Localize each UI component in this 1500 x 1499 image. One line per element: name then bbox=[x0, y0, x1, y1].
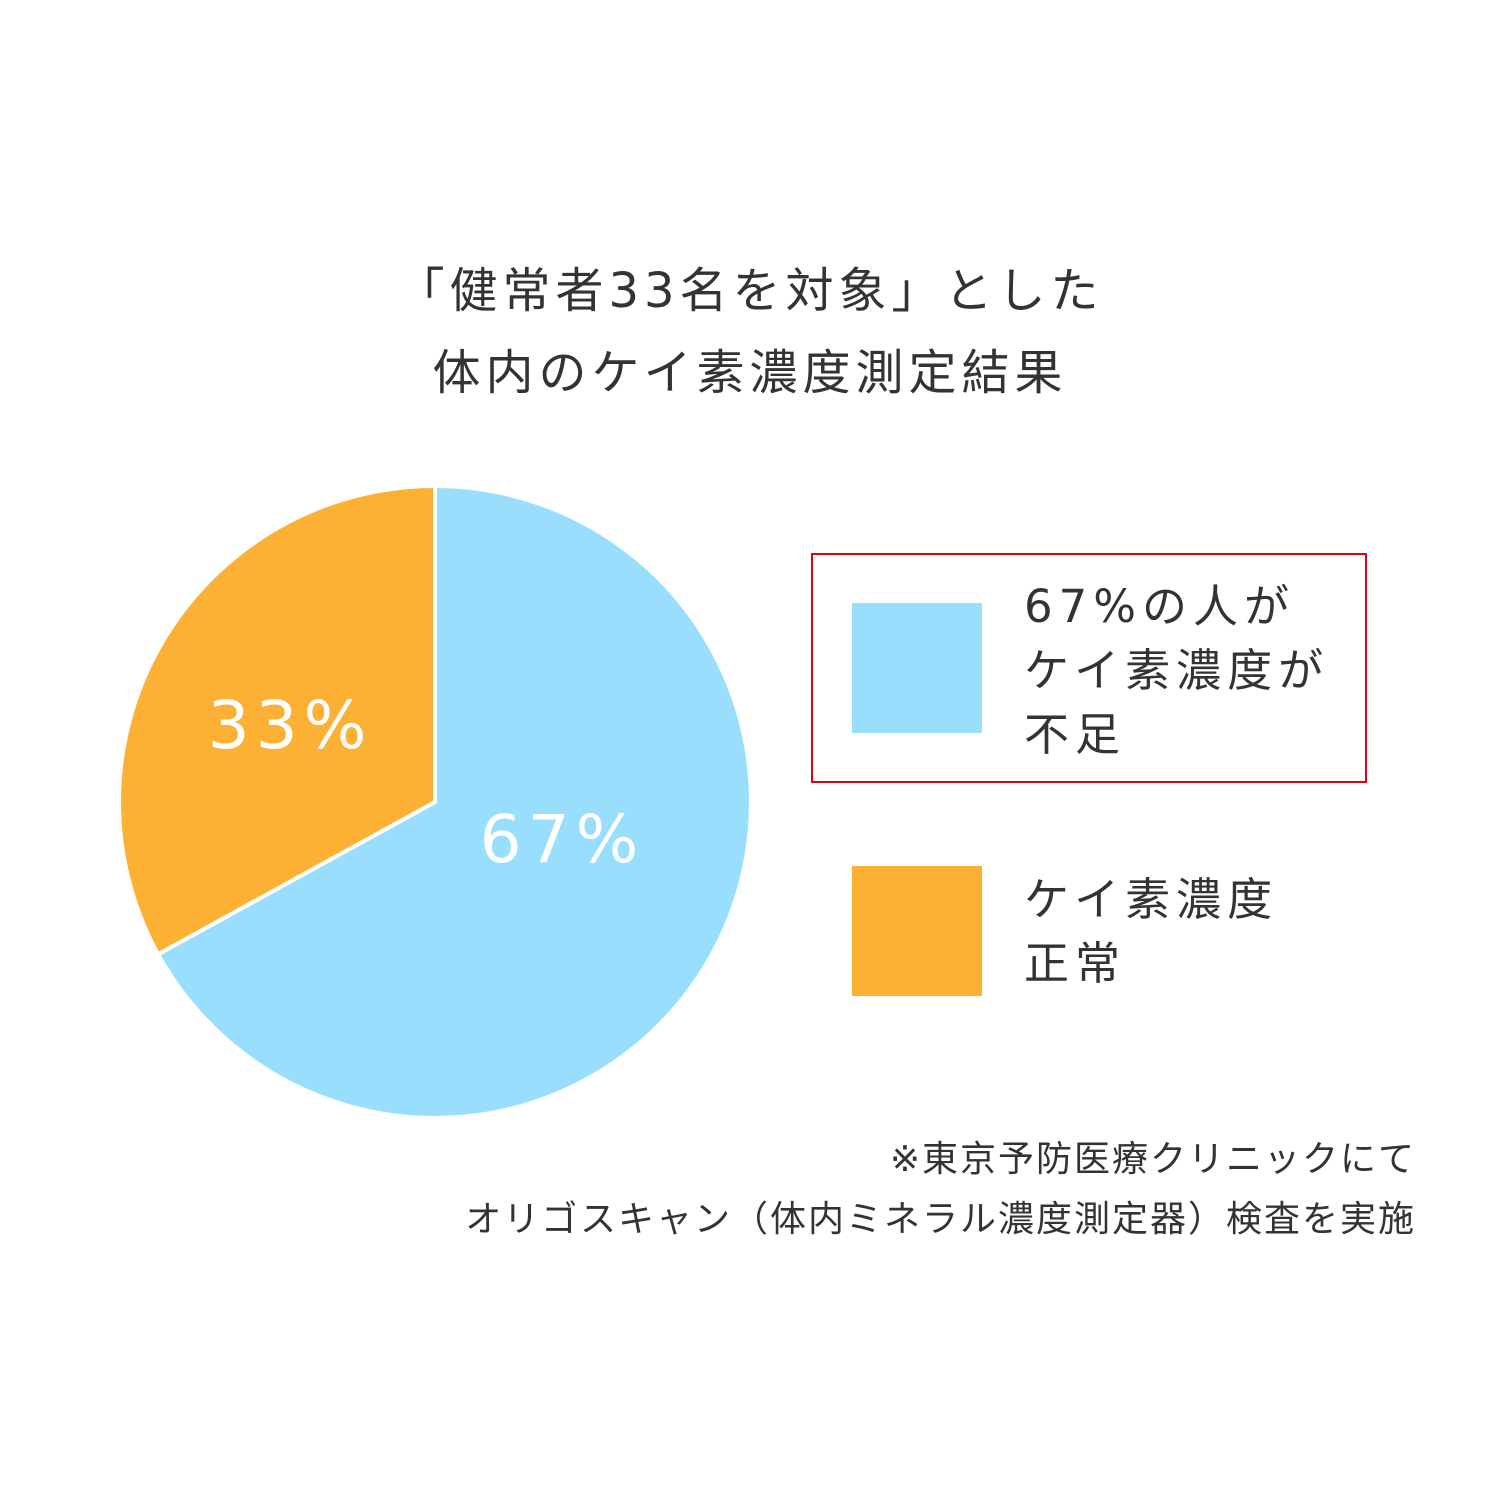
footnote: ※東京予防医療クリニックにて オリゴスキャン（体内ミネラル濃度測定器）検査を実施 bbox=[465, 1130, 1416, 1250]
pie-slice-1 bbox=[117, 484, 437, 957]
footnote-line-2: オリゴスキャン（体内ミネラル濃度測定器）検査を実施 bbox=[465, 1199, 1416, 1240]
legend-label-deficient-line-3: 不足 bbox=[1024, 708, 1127, 761]
pie-slice-label-1: 33% bbox=[208, 687, 373, 764]
legend-label-normal-line-2: 正常 bbox=[1024, 937, 1127, 990]
chart-title-line-1: 「健常者33名を対象」とした bbox=[396, 263, 1104, 319]
footnote-line-1: ※東京予防医療クリニックにて bbox=[889, 1139, 1416, 1180]
legend-label-deficient: 67%の人が ケイ素濃度が 不足 bbox=[1024, 575, 1329, 767]
pie-slice-label-0: 67% bbox=[480, 801, 645, 878]
chart-title: 「健常者33名を対象」とした 体内のケイ素濃度測定結果 bbox=[0, 250, 1500, 414]
legend-label-normal: ケイ素濃度 正常 bbox=[1024, 868, 1278, 996]
chart-title-line-2: 体内のケイ素濃度測定結果 bbox=[432, 345, 1068, 401]
legend-swatch-normal bbox=[852, 866, 982, 996]
legend-label-deficient-line-1: 67%の人が bbox=[1024, 580, 1296, 633]
pie-slice-0 bbox=[156, 484, 753, 1120]
legend-label-normal-line-1: ケイ素濃度 bbox=[1024, 873, 1279, 926]
legend-swatch-deficient bbox=[852, 603, 982, 733]
legend-highlight-box bbox=[811, 553, 1367, 783]
legend-label-deficient-line-2: ケイ素濃度が bbox=[1024, 644, 1330, 697]
